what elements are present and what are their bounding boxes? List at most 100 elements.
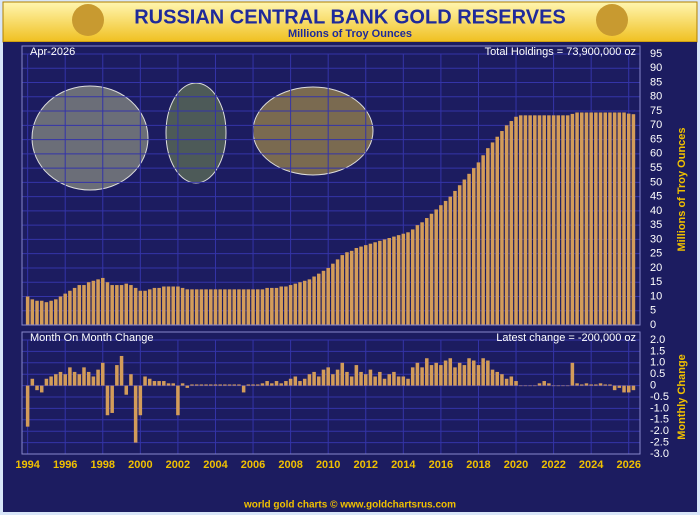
bar (547, 383, 551, 386)
bar (72, 371, 77, 386)
bar (72, 287, 77, 325)
bar (157, 287, 161, 325)
bar (35, 300, 39, 325)
y-tick-label: 90 (650, 62, 662, 74)
bar (523, 115, 528, 326)
bar (255, 384, 260, 386)
bar (598, 383, 603, 386)
bar (246, 289, 251, 325)
bar (293, 376, 298, 386)
y-tick-label: -0.5 (650, 391, 669, 403)
bar (312, 371, 316, 386)
x-tick-label: 1998 (91, 459, 115, 471)
bar (190, 289, 194, 325)
y-tick-label: 0 (650, 380, 656, 392)
bar (251, 384, 255, 386)
bar (199, 289, 204, 325)
bar (481, 155, 485, 325)
bar (439, 365, 443, 386)
x-tick-label: 2002 (166, 459, 190, 471)
bar (115, 285, 119, 325)
bar (575, 383, 579, 386)
bar (565, 385, 570, 387)
x-tick-label: 2024 (579, 459, 604, 471)
bar (340, 255, 345, 325)
bar (410, 367, 415, 386)
y-tick-label: 0 (650, 319, 656, 331)
y-tick-label: -1.0 (650, 402, 669, 414)
bar (129, 374, 133, 386)
bar (86, 282, 91, 325)
bar (401, 233, 406, 325)
bar (133, 287, 138, 325)
bar (101, 362, 105, 386)
bar (617, 112, 622, 326)
bar (302, 378, 307, 386)
bar (185, 385, 190, 388)
y-tick-label: 1.0 (650, 357, 665, 369)
bar (434, 209, 438, 325)
x-tick-label: 2008 (278, 459, 302, 471)
bar (279, 383, 283, 386)
bar (378, 240, 382, 325)
y-tick-label: 85 (650, 76, 662, 88)
bar (462, 179, 467, 325)
bar (91, 376, 96, 386)
bar (387, 237, 391, 325)
bar (392, 236, 396, 325)
bar (495, 136, 500, 325)
bar (232, 289, 237, 325)
bar (533, 385, 537, 387)
bar (119, 285, 124, 325)
bar (396, 235, 401, 325)
bar (608, 384, 612, 386)
bar (218, 289, 222, 325)
y-tick-label: 1.5 (650, 345, 665, 357)
bar (288, 378, 293, 386)
bar (307, 279, 312, 325)
bar (82, 367, 86, 386)
bar (631, 114, 636, 326)
bar (443, 200, 448, 325)
bar (39, 300, 44, 325)
bar (486, 360, 490, 386)
y-tick-label: 5 (650, 305, 656, 317)
y-tick-label: 95 (650, 48, 662, 60)
bar (486, 148, 490, 325)
title: RUSSIAN CENTRAL BANK GOLD RESERVES (134, 6, 566, 28)
bar (490, 142, 495, 325)
bar (35, 385, 39, 391)
y-axis-label: Monthly Change (676, 354, 688, 440)
bar (147, 378, 152, 386)
bar (434, 362, 438, 386)
y-tick-label: -1.5 (650, 414, 669, 426)
plot-border (21, 45, 641, 326)
bar (49, 376, 53, 386)
bar (429, 213, 434, 325)
photo (31, 85, 149, 191)
bar (603, 112, 608, 326)
bar (171, 383, 175, 386)
bar (237, 384, 241, 386)
bar (185, 289, 190, 325)
y-axis-label: Millions of Troy Ounces (676, 127, 688, 251)
bar (129, 285, 133, 325)
bar (326, 267, 330, 325)
date-label: Apr-2026 (30, 46, 75, 58)
bar (68, 367, 72, 386)
bar (39, 385, 44, 393)
bar (274, 381, 279, 386)
bar (373, 242, 377, 325)
bar (25, 385, 30, 427)
bar (209, 289, 213, 325)
bar (237, 289, 241, 325)
bar (223, 289, 227, 325)
bar (457, 185, 462, 325)
bar (500, 374, 504, 386)
bar (246, 384, 251, 386)
bar (443, 360, 448, 386)
bar (565, 115, 570, 326)
annotation: Month On Month Change (30, 332, 154, 344)
bar (561, 385, 565, 387)
bar (518, 385, 523, 387)
